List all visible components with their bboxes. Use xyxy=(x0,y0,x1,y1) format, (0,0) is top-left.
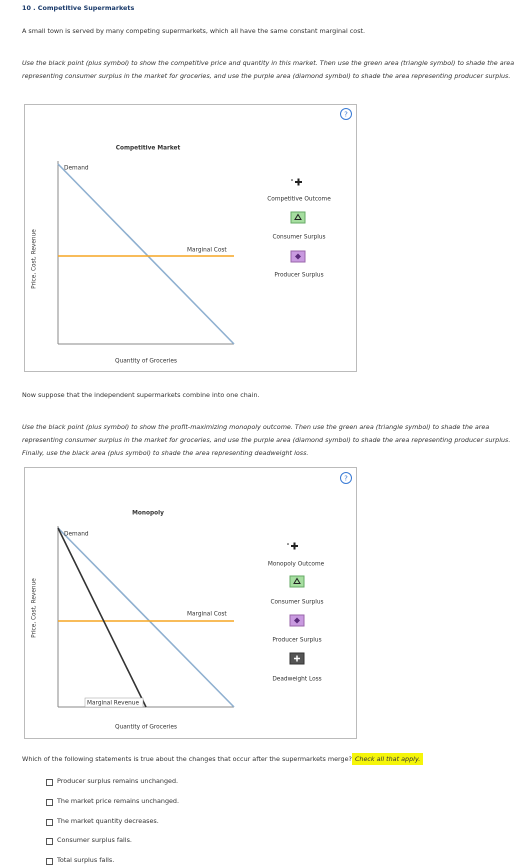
checkbox[interactable] xyxy=(46,779,53,786)
tool-label: Monopoly Outcome xyxy=(268,562,325,568)
x-axis-label: Quantity of Groceries xyxy=(115,725,177,731)
y-axis-label: Price, Cost, Revenue xyxy=(32,578,38,638)
title: Competitive Supermarkets xyxy=(37,4,135,12)
x-axis-label: Quantity of Groceries xyxy=(115,359,177,365)
label-box xyxy=(84,697,144,708)
triangle-icon xyxy=(293,577,301,584)
y-axis-label: Price, Cost, Revenue xyxy=(32,229,38,289)
graph-title: Monopoly xyxy=(132,511,164,517)
graph-title: Competitive Market xyxy=(116,146,181,152)
tool-label: Consumer Surplus xyxy=(272,235,325,241)
point-tool[interactable] xyxy=(291,178,302,186)
question-header: 10 . Competitive Supermarkets xyxy=(22,2,134,15)
green-tool[interactable] xyxy=(289,575,305,588)
help-button[interactable] xyxy=(340,472,352,484)
tool-label: Producer Surplus xyxy=(272,638,321,644)
instructions: Use the black point (plus symbol) to sho… xyxy=(22,59,515,80)
marginal-revenue-curve xyxy=(57,527,147,708)
option-label[interactable]: The market quantity decreases. xyxy=(57,816,159,825)
point-tool[interactable] xyxy=(287,542,298,550)
curve-label: Marginal Cost xyxy=(187,612,227,618)
question-text: Which of the following statements is tru… xyxy=(22,755,352,763)
graph: ? Monopoly Demand Marginal Cost Marginal… xyxy=(32,472,352,731)
hint: Check all that apply. xyxy=(351,753,424,765)
demand-curve xyxy=(57,527,235,708)
curve-label: Demand xyxy=(64,166,89,172)
intro: A small town is served by many competing… xyxy=(22,27,366,35)
transition: Now suppose that the independent superma… xyxy=(22,391,260,399)
tool-label: Competitive Outcome xyxy=(267,197,331,203)
help[interactable]: ? xyxy=(344,111,348,119)
number: 10 . xyxy=(22,4,36,12)
tool-label: Consumer Surplus xyxy=(270,600,323,606)
tool-label: Producer Surplus xyxy=(274,273,323,279)
checkbox[interactable] xyxy=(46,858,53,866)
graph-panel: ? Competitive Market Demand Marginal Cos… xyxy=(24,104,357,372)
option-label[interactable]: The market price remains unchanged. xyxy=(57,796,180,805)
triangle-icon xyxy=(294,213,302,220)
option-label[interactable]: Total surplus falls. xyxy=(57,856,115,865)
curve-label: Marginal Revenue xyxy=(87,701,139,707)
graph: ? Competitive Market Demand Marginal Cos… xyxy=(32,108,352,365)
checkbox[interactable] xyxy=(46,838,53,846)
question: Which of the following statements is tru… xyxy=(22,753,424,766)
diamond-icon xyxy=(294,617,300,624)
help-button[interactable] xyxy=(340,108,352,120)
demand-curve xyxy=(57,163,235,345)
tool-label: Deadweight Loss xyxy=(272,677,321,683)
curve-label: Demand xyxy=(64,532,89,538)
green-tool[interactable] xyxy=(290,211,306,224)
curve-label: Marginal Cost xyxy=(187,248,227,254)
help[interactable]: ? xyxy=(344,475,348,483)
instructions: Use the black point (plus symbol) to sho… xyxy=(22,423,511,457)
plus-icon xyxy=(294,655,300,662)
option-label[interactable]: Consumer surplus falls. xyxy=(57,836,132,845)
option-label[interactable]: Producer surplus remains unchanged. xyxy=(57,777,179,785)
checkbox[interactable] xyxy=(46,798,53,806)
checkbox[interactable] xyxy=(46,818,53,826)
diamond-icon xyxy=(295,253,301,260)
graph-panel: ? Monopoly Demand Marginal Cost Marginal… xyxy=(24,467,357,739)
